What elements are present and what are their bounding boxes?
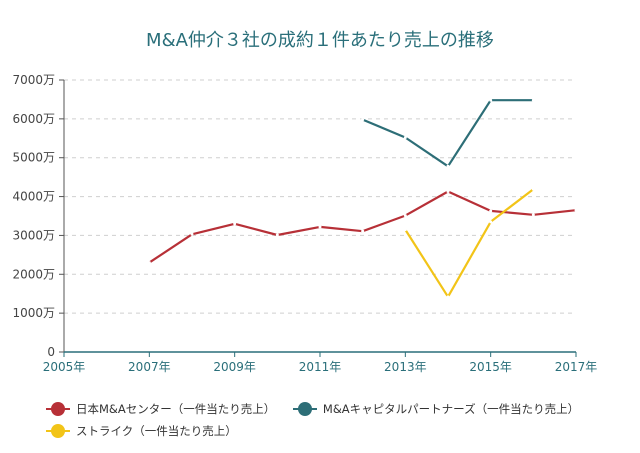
legend: 日本M&Aセンター（一件当たり売上） M&Aキャピタルパートナーズ（一件当たり売… <box>46 398 626 442</box>
legend-item-nihon-ma-center[interactable]: 日本M&Aセンター（一件当たり売上） <box>46 398 275 420</box>
data-point <box>446 295 450 299</box>
data-point <box>190 232 194 236</box>
legend-item-ma-capital-partners[interactable]: M&Aキャピタルパートナーズ（一件当たり売上） <box>292 398 580 420</box>
y-tick-label: 3000万 <box>12 228 55 242</box>
series-line-2 <box>404 188 534 298</box>
data-point <box>489 209 493 213</box>
chart-title: M&A仲介３社の成約１件あたり売上の推移 <box>146 30 494 51</box>
x-tick-label: 2007年 <box>128 360 171 374</box>
y-tick-label: 0 <box>47 345 55 359</box>
data-point <box>446 164 450 168</box>
data-point <box>531 98 535 102</box>
x-tick-label: 2013年 <box>384 360 427 374</box>
legend-label: ストライク（一件当たり売上） <box>76 424 237 438</box>
x-tick-label: 2015年 <box>469 360 512 374</box>
series-lines <box>147 98 578 299</box>
data-point <box>403 136 407 140</box>
legend-label: M&Aキャピタルパートナーズ（一件当たり売上） <box>322 402 580 416</box>
y-tick-label: 1000万 <box>12 306 55 320</box>
data-point <box>318 225 322 229</box>
x-tick-label: 2017年 <box>555 360 598 374</box>
legend-swatch-icon <box>46 402 70 416</box>
series-line-0 <box>148 190 577 264</box>
data-point <box>361 229 365 233</box>
x-tick-labels: 2005年 2007年 2009年 2011年 2013年 2015年 2017年 <box>43 360 598 374</box>
legend-swatch-icon <box>46 424 70 438</box>
x-tick-label: 2005年 <box>43 360 86 374</box>
y-tick-label: 5000万 <box>12 151 55 165</box>
axes <box>59 79 577 357</box>
y-tick-label: 4000万 <box>12 190 55 204</box>
data-point <box>147 261 151 265</box>
data-point <box>403 228 407 232</box>
data-point <box>489 220 493 224</box>
data-point <box>446 190 450 194</box>
data-point <box>233 222 237 226</box>
data-point <box>531 187 535 191</box>
y-tick-labels: 0 1000万 2000万 3000万 4000万 5000万 6000万 7000万 <box>12 73 55 359</box>
series-line-1 <box>362 99 534 168</box>
data-point <box>574 208 578 212</box>
y-tick-label: 7000万 <box>12 73 55 87</box>
data-point <box>531 213 535 217</box>
legend-item-strike[interactable]: ストライク（一件当たり売上） <box>46 420 237 442</box>
gridlines <box>64 79 576 314</box>
legend-swatch-icon <box>292 402 317 416</box>
data-point <box>489 98 493 102</box>
legend-label: 日本M&Aセンター（一件当たり売上） <box>76 402 276 416</box>
y-tick-label: 2000万 <box>12 267 55 281</box>
data-point <box>361 118 365 122</box>
data-point <box>403 214 407 218</box>
x-tick-label: 2009年 <box>213 360 256 374</box>
x-tick-label: 2011年 <box>299 360 342 374</box>
data-point <box>275 233 279 237</box>
y-tick-label: 6000万 <box>12 112 55 126</box>
